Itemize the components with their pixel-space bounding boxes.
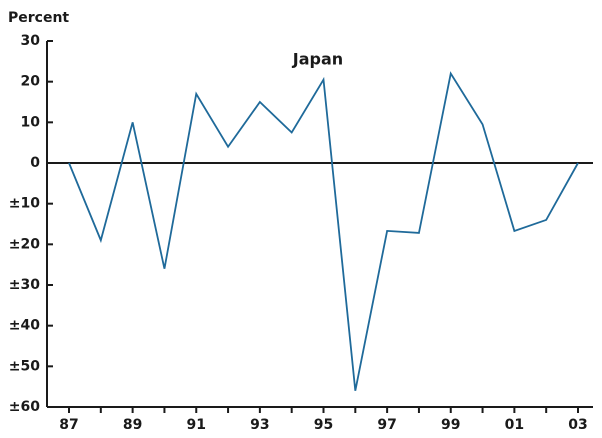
x-tick-label: 93	[250, 417, 269, 433]
chart-title: Japan	[292, 50, 343, 69]
y-tick-label: ±10	[9, 196, 40, 212]
x-tick-label: 89	[123, 417, 142, 433]
y-tick-label: ±40	[9, 318, 40, 334]
y-tick-label: 10	[21, 114, 41, 130]
y-tick-label: 20	[21, 74, 41, 90]
x-tick-label: 95	[314, 417, 333, 433]
x-tick-label: 97	[377, 417, 396, 433]
y-tick-label: ±30	[9, 277, 40, 293]
x-tick-label: 03	[568, 417, 587, 433]
x-tick-label: 91	[187, 417, 206, 433]
y-tick-label: 0	[30, 155, 40, 171]
x-tick-label: 99	[441, 417, 460, 433]
x-tick-label: 87	[59, 417, 78, 433]
y-tick-label: ±50	[9, 358, 40, 374]
y-axis-label: Percent	[8, 10, 69, 26]
y-tick-label: ±60	[9, 399, 40, 415]
y-tick-label: ±20	[9, 236, 40, 252]
data-line	[68, 71, 579, 391]
x-tick-label: 01	[505, 417, 524, 433]
y-tick-label: 30	[21, 33, 41, 49]
